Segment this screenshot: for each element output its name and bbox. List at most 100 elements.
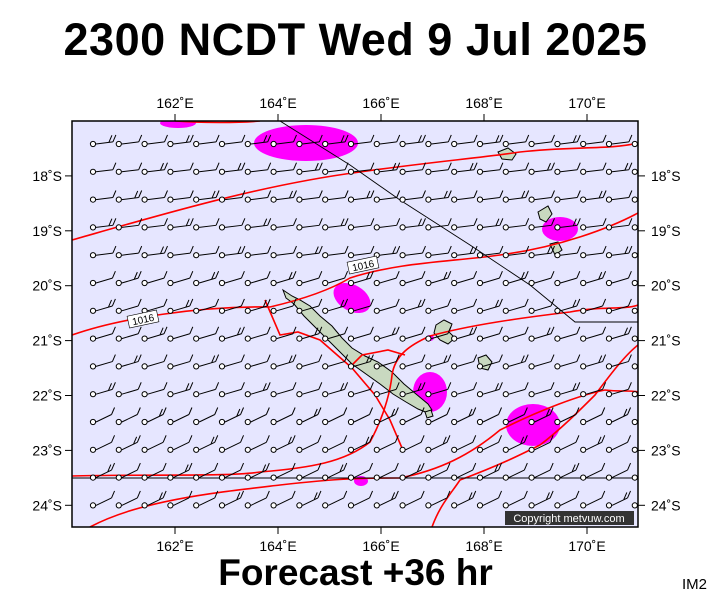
svg-text:1016: 1016: [351, 259, 375, 274]
wind-barb: [89, 354, 116, 370]
eez-boundary: [72, 121, 638, 479]
wind-barb: [580, 435, 606, 453]
boundary-line: [279, 121, 638, 323]
wind-barb: [193, 382, 220, 398]
wind-barb: [580, 354, 607, 370]
wind-barb: [89, 190, 117, 203]
wind-barb: [244, 382, 271, 398]
wind-barb: [270, 354, 297, 370]
wind-barb: [167, 270, 194, 287]
wind-barb: [476, 245, 504, 259]
wind-barb: [476, 270, 503, 287]
wind-barb: [399, 190, 426, 203]
wind-barb: [476, 435, 503, 453]
lon-tick-label: 162˚E: [156, 538, 193, 554]
wind-barb: [451, 462, 477, 481]
wind-barb: [141, 435, 167, 453]
wind-barb: [115, 490, 141, 509]
wind-barb: [605, 218, 633, 231]
lat-tick-label: 22˚S: [32, 388, 62, 404]
wind-barb: [425, 382, 452, 398]
wind-barb: [605, 382, 632, 398]
wind-barb: [167, 354, 194, 370]
wind-barb: [502, 134, 530, 148]
wind-barb: [115, 435, 141, 453]
wind-barb: [528, 245, 555, 259]
wind-barb: [476, 407, 503, 426]
wind-barb: [141, 462, 167, 481]
lon-tick-label: 166˚E: [362, 538, 399, 554]
wind-barb: [322, 190, 349, 203]
wind-barb: [554, 270, 581, 287]
wind-barb: [89, 407, 116, 426]
wind-barb: [399, 218, 426, 231]
wind-barb: [373, 407, 399, 426]
wind-barb: [193, 134, 220, 148]
wind-barb: [89, 162, 117, 175]
wind-barb: [270, 270, 297, 287]
forecast-label: Forecast +36 hr: [218, 552, 493, 593]
wind-barb: [528, 354, 555, 370]
wind-barb: [167, 298, 194, 314]
wind-barb: [244, 407, 270, 426]
wind-barb: [244, 435, 270, 453]
wind-barb: [193, 490, 219, 509]
wind-barb: [89, 270, 116, 287]
wind-barb: [605, 407, 632, 426]
wind-barb: [218, 190, 246, 203]
axis-ticks: 162˚E 162˚E 164˚E 164˚E 166˚E 166˚E 168˚E 168˚E…: [32, 95, 680, 554]
wind-barb: [296, 218, 323, 231]
wind-barb: [502, 245, 530, 259]
wind-barb: [244, 245, 272, 259]
wind-barb: [580, 218, 607, 231]
wind-barb: [322, 270, 349, 287]
panel-id: IM2: [681, 576, 707, 593]
wind-barb: [451, 245, 478, 259]
wind-barb: [296, 354, 323, 370]
wind-barb: [476, 190, 504, 203]
wind-barb: [167, 435, 193, 453]
wind-barb: [528, 298, 555, 314]
wind-barb: [89, 245, 117, 259]
wind-barb: [451, 134, 478, 148]
wind-barb: [554, 326, 581, 342]
wind-barb: [167, 190, 194, 203]
precipitation-areas: [160, 121, 578, 486]
wind-barb: [605, 162, 633, 175]
wind-barb: [476, 298, 503, 314]
wind-barb: [193, 218, 220, 231]
wind-barb: [347, 190, 375, 203]
wind-barb: [193, 435, 219, 453]
lat-tick-label: 18˚S: [651, 168, 681, 184]
wind-barb: [658, 299, 683, 313]
wind-barb: [554, 190, 581, 203]
wind-barb: [502, 382, 529, 398]
wind-barb: [425, 270, 452, 287]
wind-barb: [347, 462, 374, 481]
wind-barb: [399, 134, 426, 148]
wind-barb: [322, 245, 349, 259]
wind-barb: [605, 270, 632, 287]
wind-barb: [399, 162, 426, 175]
wind-barb: [193, 407, 219, 426]
wind-barb: [115, 245, 143, 259]
wind-barb: [476, 462, 503, 481]
wind-barb: [218, 134, 246, 148]
wind-barb: [296, 162, 323, 175]
wind-barb: [270, 407, 296, 426]
wind-barb: [167, 218, 194, 231]
wind-barb: [115, 162, 143, 175]
wind-barb: [528, 162, 555, 175]
wind-barb: [347, 407, 374, 426]
wind-barb: [658, 408, 682, 425]
lon-tick-label: 170˚E: [568, 538, 605, 554]
wind-barb: [167, 162, 194, 175]
wind-barb: [141, 490, 167, 509]
wind-barb: [425, 190, 452, 203]
wind-barb: [115, 354, 142, 370]
wind-barb: [425, 354, 452, 370]
wind-barb: [528, 382, 555, 398]
wind-barb: [399, 298, 426, 314]
wind-barb: [554, 435, 580, 453]
